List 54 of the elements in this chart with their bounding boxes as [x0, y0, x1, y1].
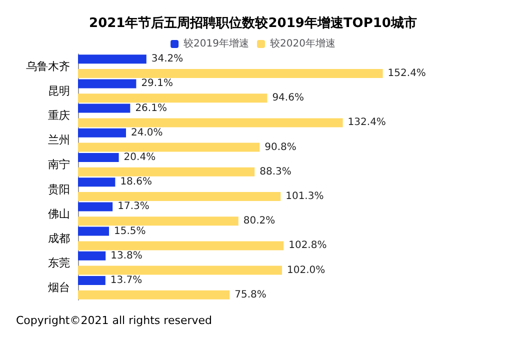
data-label: 102.8%	[288, 240, 327, 252]
data-label: 15.5%	[114, 226, 146, 237]
data-label: 90.8%	[264, 142, 296, 153]
bar	[78, 94, 268, 103]
data-label: 17.3%	[118, 201, 150, 212]
data-label: 102.0%	[287, 264, 326, 276]
bar	[78, 54, 146, 64]
bar	[78, 104, 130, 113]
y-tick-label: 南宁	[48, 158, 70, 172]
bar	[78, 216, 238, 226]
bar	[78, 202, 113, 212]
y-tick-label: 东莞	[48, 256, 70, 270]
data-label: 29.1%	[141, 78, 173, 90]
y-tick-label: 兰州	[48, 134, 70, 147]
bar	[78, 290, 230, 300]
data-label: 34.2%	[151, 54, 184, 65]
bar	[78, 251, 106, 260]
bar	[78, 118, 343, 128]
data-label: 88.3%	[260, 166, 292, 178]
y-tick-label: 成都	[48, 232, 70, 245]
bar	[78, 153, 119, 162]
bar	[78, 276, 106, 285]
data-label: 24.0%	[131, 127, 163, 138]
bar	[78, 192, 281, 201]
y-tick-label: 烟台	[48, 281, 70, 294]
data-label: 94.6%	[272, 92, 304, 104]
chart-title: 2021年节后五周招聘职位数较2019年增速TOP10城市	[89, 15, 417, 31]
data-label: 13.8%	[110, 250, 142, 262]
data-label: 101.3%	[286, 191, 324, 202]
bar	[78, 79, 136, 88]
y-tick-label: 重庆	[48, 109, 70, 122]
bar	[78, 167, 255, 176]
data-label: 75.8%	[234, 289, 266, 300]
data-label: 18.6%	[120, 176, 152, 188]
data-label: 26.1%	[135, 102, 167, 114]
bar	[78, 241, 284, 250]
legend-label: 较2020年增速	[270, 38, 336, 50]
y-tick-label: 贵阳	[48, 182, 70, 196]
data-label: 132.4%	[348, 117, 386, 128]
bar	[78, 128, 126, 138]
bar	[78, 226, 109, 236]
bar	[78, 69, 383, 78]
data-label: 13.7%	[110, 275, 142, 286]
bar	[78, 266, 282, 275]
y-tick-label: 昆明	[48, 84, 70, 98]
bar	[78, 142, 260, 152]
legend-label: 较2019年增速	[184, 38, 250, 50]
data-label: 80.2%	[243, 216, 276, 227]
data-label: 152.4%	[388, 68, 426, 79]
text: Copyright©2021 all rights reserved	[16, 314, 212, 327]
bar	[78, 178, 116, 187]
y-tick-label: 乌鲁木齐	[26, 60, 70, 73]
data-label: 20.4%	[124, 152, 156, 163]
y-tick-label: 佛山	[48, 207, 70, 220]
